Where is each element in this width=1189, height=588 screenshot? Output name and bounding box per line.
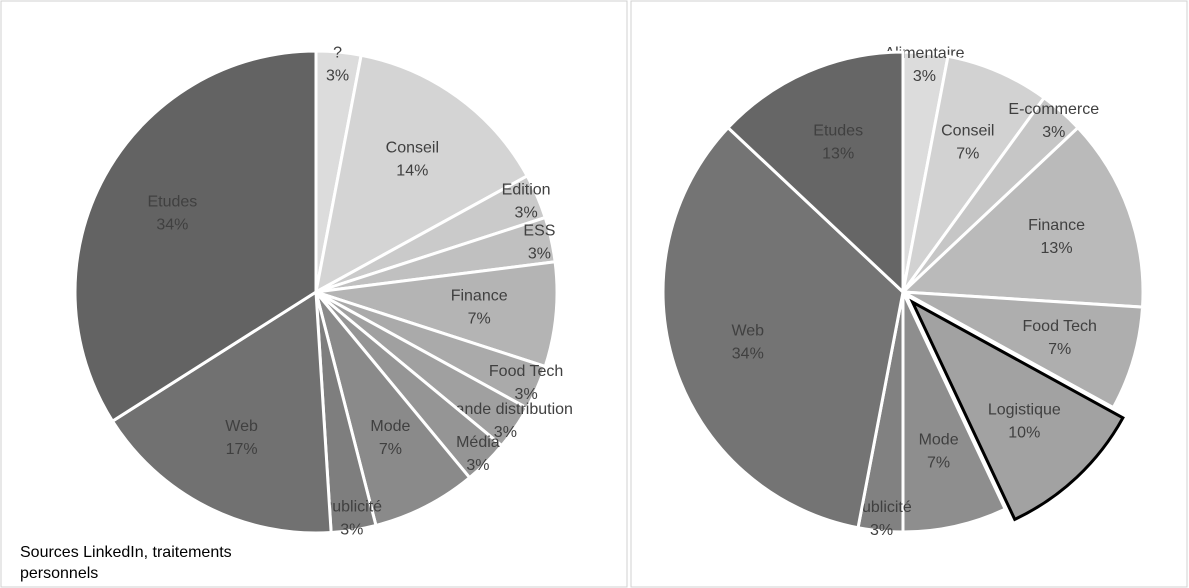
slice-label: Grande distribution	[438, 401, 573, 418]
slice-label: ESS	[523, 222, 555, 239]
slice-label: Publicité	[322, 498, 383, 515]
slice-label: Conseil	[386, 140, 439, 157]
slice-value-label: 3%	[515, 386, 538, 403]
pie-slice	[315, 260, 559, 369]
slice-value-label: 3%	[528, 245, 551, 262]
slice-label: Finance	[451, 288, 508, 305]
pie-slice	[313, 53, 530, 295]
slice-label: Etudes	[813, 122, 863, 139]
slice-value-label: 7%	[468, 311, 491, 328]
pie-slice	[902, 290, 1145, 410]
slice-label: Etudes	[147, 193, 197, 210]
slice-label: Food Tech	[489, 363, 563, 380]
pie-slice	[110, 289, 333, 535]
slice-label: E-commerce	[1008, 101, 1099, 118]
slice-value-label: 3%	[870, 522, 893, 539]
slice-value-label: 3%	[913, 68, 936, 85]
slice-value-label: 10%	[1008, 424, 1040, 441]
pie-slice	[661, 125, 905, 530]
slice-value-label: 3%	[340, 521, 363, 538]
slice-value-label: 34%	[732, 346, 764, 363]
pie-slice	[725, 50, 905, 296]
slice-value-label: 13%	[1041, 240, 1073, 257]
slice-label: Logistique	[988, 401, 1061, 418]
slice-label: Mode	[919, 431, 959, 448]
slice-value-label: 7%	[1048, 341, 1071, 358]
slice-label: ?	[333, 44, 342, 61]
slice-label: Publicité	[851, 499, 912, 516]
pie-slice	[901, 54, 1047, 293]
slice-value-label: 3%	[326, 67, 349, 84]
pie-slice	[314, 291, 472, 528]
slice-value-label: 3%	[466, 457, 489, 474]
panel-right	[630, 0, 1188, 588]
slice-value-label: 3%	[515, 204, 538, 221]
slice-value-label: 7%	[927, 454, 950, 471]
slice-value-label: 3%	[1042, 124, 1065, 141]
slice-label: Finance	[1028, 217, 1085, 234]
slice-label: Mode	[370, 418, 410, 435]
slice-value-label: 17%	[226, 441, 258, 458]
pie-slice	[901, 291, 1008, 534]
source-note: Sources LinkedIn, traitements personnels	[20, 544, 232, 582]
slice-value-label: 3%	[494, 424, 517, 441]
pie-slice	[899, 125, 1145, 309]
slice-value-label: 13%	[822, 145, 854, 162]
slice-label: Web	[731, 323, 764, 340]
slice-label: Média	[456, 434, 500, 451]
pie-slice	[73, 49, 318, 424]
slice-value-label: 34%	[156, 216, 188, 233]
panel-left	[0, 0, 628, 588]
slice-label: Food Tech	[1023, 318, 1097, 335]
pie-slice	[909, 298, 1125, 522]
slice-label: Edition	[502, 181, 551, 198]
slice-value-label: 7%	[956, 145, 979, 162]
slice-value-label: 14%	[396, 163, 428, 180]
slice-label: Conseil	[941, 122, 994, 139]
slice-label: Web	[225, 418, 258, 435]
slice-value-label: 7%	[379, 441, 402, 458]
